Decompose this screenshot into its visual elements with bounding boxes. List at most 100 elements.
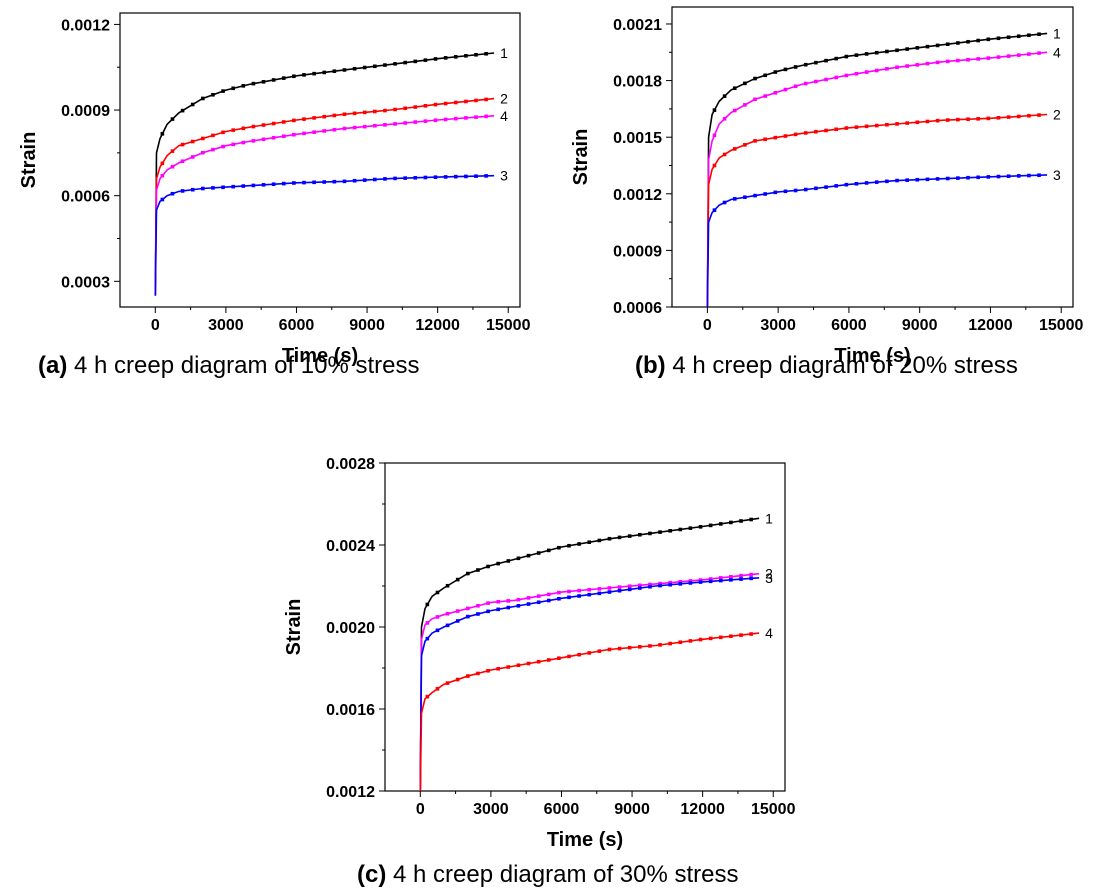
series-1-point: [332, 69, 337, 74]
series-2-point: [271, 121, 276, 126]
series-1-point: [271, 78, 276, 82]
series-2-point: [722, 152, 727, 157]
series-2-point: [423, 104, 428, 108]
series-1-point: [536, 551, 541, 555]
y-tick-label: 0.0015: [613, 130, 662, 147]
series-1-point: [453, 55, 458, 59]
series-4-point: [708, 636, 713, 641]
series-2-point: [803, 131, 808, 135]
series-3-point: [956, 176, 960, 180]
series-3-point: [844, 182, 849, 187]
x-axis-label: Time (s): [834, 345, 910, 367]
series-1-point: [739, 519, 743, 523]
series-3-point: [160, 197, 165, 202]
series-3-point: [453, 174, 458, 179]
series-2-point: [445, 611, 450, 616]
series-4-point: [783, 87, 788, 92]
series-2-point: [678, 579, 683, 584]
series-4-point: [170, 164, 175, 169]
series-1-point: [190, 102, 195, 107]
series-2-point: [885, 122, 889, 127]
series-4-point: [425, 694, 430, 699]
series-4-point: [251, 139, 256, 143]
series-1-point: [698, 525, 703, 529]
series-3-point: [739, 577, 743, 581]
series-4-point: [302, 131, 306, 136]
series-4-point: [743, 103, 747, 107]
series-1-point: [976, 38, 980, 43]
series-2-point: [648, 582, 652, 587]
series-1-point: [486, 564, 490, 569]
x-tick-label: 3000: [760, 317, 796, 334]
series-2-point: [1027, 113, 1031, 118]
series-2-point: [986, 116, 991, 121]
series-1-point: [423, 58, 428, 62]
series-1-point: [342, 68, 347, 72]
x-tick-label: 3000: [473, 801, 509, 818]
series-3-point: [688, 581, 693, 585]
series-1-point: [231, 86, 235, 91]
series-2-point: [413, 105, 418, 109]
series-3-point: [445, 623, 450, 628]
series-3-point: [536, 600, 541, 605]
series-1-point: [648, 531, 652, 536]
series-2-label: 2: [765, 566, 773, 582]
series-3-group: [419, 576, 760, 791]
caption-a-label: (a): [38, 352, 68, 379]
series-1-point: [557, 545, 561, 550]
series-3-point: [658, 583, 662, 588]
series-1-point: [352, 66, 357, 71]
series-3-point: [425, 636, 430, 641]
series-2-group: [419, 572, 760, 791]
series-2-point: [844, 126, 849, 130]
series-1-point: [211, 92, 215, 97]
series-3-point: [221, 185, 225, 190]
x-tick-label: 0: [703, 317, 712, 334]
series-1-point: [749, 517, 753, 522]
series-3-point: [474, 174, 478, 178]
series-3-point: [743, 195, 747, 200]
series-3-point: [557, 596, 561, 601]
series-4-point: [373, 123, 377, 128]
series-2-point: [732, 147, 737, 151]
series-4-point: [180, 159, 185, 164]
series-3-point: [433, 175, 438, 179]
series-4-point: [322, 129, 327, 133]
series-4-point: [729, 634, 733, 639]
series-3-point: [190, 187, 195, 192]
y-tick-label: 0.0012: [613, 187, 662, 204]
series-2-point: [180, 142, 185, 147]
series-1-point: [783, 67, 788, 72]
series-2-point: [312, 116, 316, 120]
series-1-point: [443, 56, 448, 60]
series-2-point: [773, 135, 778, 140]
series-2-point: [302, 117, 306, 121]
series-4-point: [332, 127, 337, 132]
series-3-label: 3: [765, 570, 773, 586]
series-3-point: [986, 175, 991, 179]
series-1-point: [956, 41, 960, 45]
series-1-point: [484, 51, 488, 56]
y-tick-label: 0.0012: [326, 784, 375, 801]
series-1-point: [935, 43, 940, 48]
series-3-point: [180, 189, 185, 193]
series-4-point: [607, 647, 612, 652]
series-3-point: [312, 180, 316, 185]
series-2-point: [496, 599, 500, 604]
series-3-point: [783, 189, 788, 194]
series-4-point: [803, 81, 808, 86]
series-1-point: [322, 70, 327, 75]
series-1-point: [668, 528, 672, 533]
series-4-point: [925, 61, 930, 66]
series-2-point: [484, 97, 488, 102]
series-3-point: [814, 186, 818, 191]
series-4-point: [834, 75, 838, 80]
series-3-label: 3: [1053, 167, 1061, 183]
series-1-point: [393, 62, 397, 66]
series-4-point: [712, 133, 717, 138]
series-3-point: [1027, 173, 1031, 178]
series-1-point: [688, 526, 693, 530]
series-4-line: [419, 632, 760, 791]
series-3-point: [281, 181, 286, 186]
series-4-point: [453, 116, 458, 121]
